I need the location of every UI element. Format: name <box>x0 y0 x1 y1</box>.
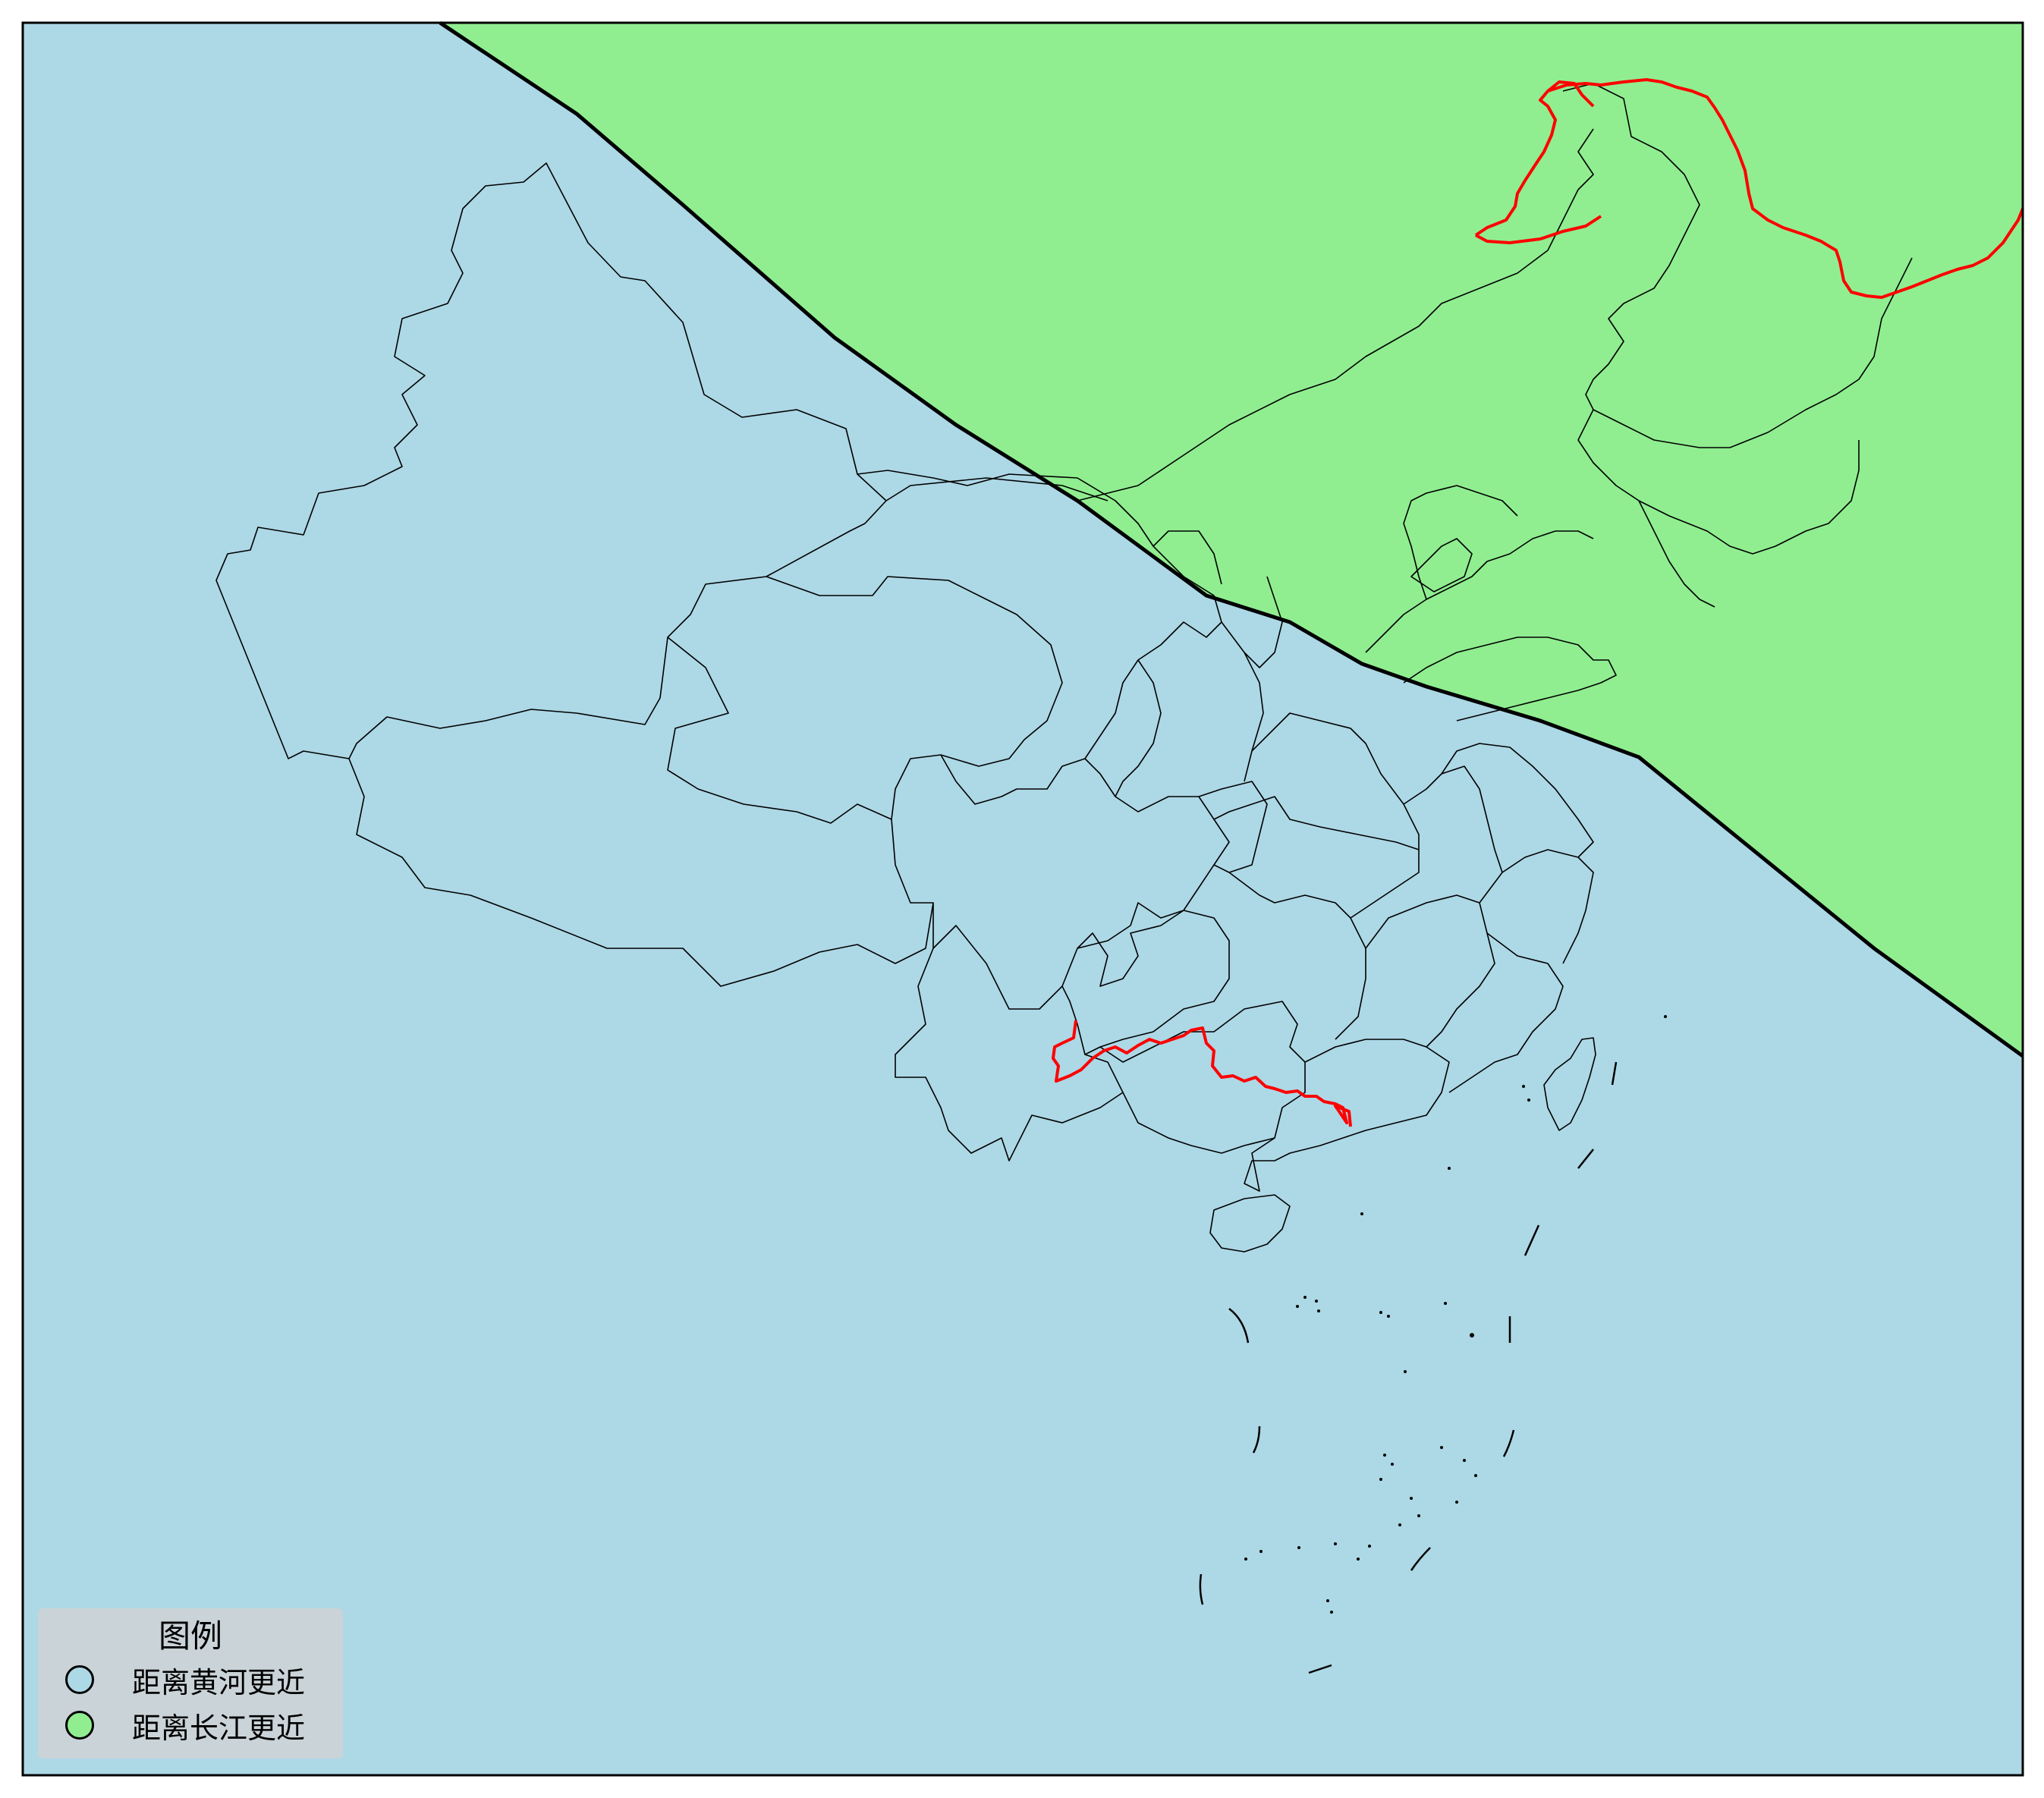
boundary-gansu <box>857 470 1222 805</box>
boundary-hubei <box>1213 796 1420 919</box>
legend-label-yangtze: 距离长江更近 <box>132 1711 306 1745</box>
boundary-chongqing <box>1198 781 1268 873</box>
legend: 图例 距离黄河更近 距离长江更近 <box>38 1608 343 1759</box>
boundary-xizang-qinghai <box>348 758 934 987</box>
map-frame <box>21 21 2024 1777</box>
river-lines <box>1052 78 2024 1127</box>
province-boundaries <box>215 83 1913 1253</box>
region-closer-yangtze <box>440 23 2023 1056</box>
boundary-hebei <box>1365 485 1594 653</box>
south-sea-islands <box>1199 1061 1618 1674</box>
boundary-henan <box>1244 712 1420 850</box>
river-north <box>1474 78 2024 299</box>
legend-item-yangtze: 距离长江更近 <box>38 1702 343 1748</box>
legend-title: 图例 <box>158 1617 222 1655</box>
boundary-hunan <box>1228 872 1366 1040</box>
boundary-shaanxi-shanxi <box>1115 530 1283 797</box>
legend-item-yellow-river: 距离黄河更近 <box>38 1657 343 1702</box>
boundary-shandong <box>1403 637 1617 721</box>
boundary-heilongjiang <box>1562 83 1700 410</box>
boundary-xinjiang <box>215 162 887 759</box>
boundary-jilin-liaoning <box>1577 257 1913 608</box>
divide-line <box>439 20 2024 1058</box>
island-dots <box>1244 1015 1667 1614</box>
boundary-qinghai-east <box>766 576 1063 820</box>
boundary-guizhou <box>1077 902 1230 1055</box>
boundary-yunnan <box>895 948 1124 1161</box>
boundary-jiangsu <box>1441 743 1594 858</box>
boundary-taiwan <box>1543 1037 1596 1131</box>
boundary-sichuan <box>891 758 1230 1010</box>
river-south <box>1052 1020 1352 1127</box>
boundary-fujian <box>1448 932 1564 1093</box>
boundary-qinghai-inner <box>667 637 892 824</box>
legend-swatch-yangtze <box>65 1711 94 1740</box>
legend-label-yellow-river: 距离黄河更近 <box>132 1665 306 1699</box>
legend-swatch-yellow-river <box>65 1665 94 1694</box>
boundary-neimenggu <box>885 128 1594 501</box>
boundary-anhui <box>1403 765 1503 873</box>
boundary-beijing <box>1410 538 1473 593</box>
boundary-hainan <box>1209 1194 1291 1253</box>
boundary-guangdong <box>1244 1039 1450 1192</box>
